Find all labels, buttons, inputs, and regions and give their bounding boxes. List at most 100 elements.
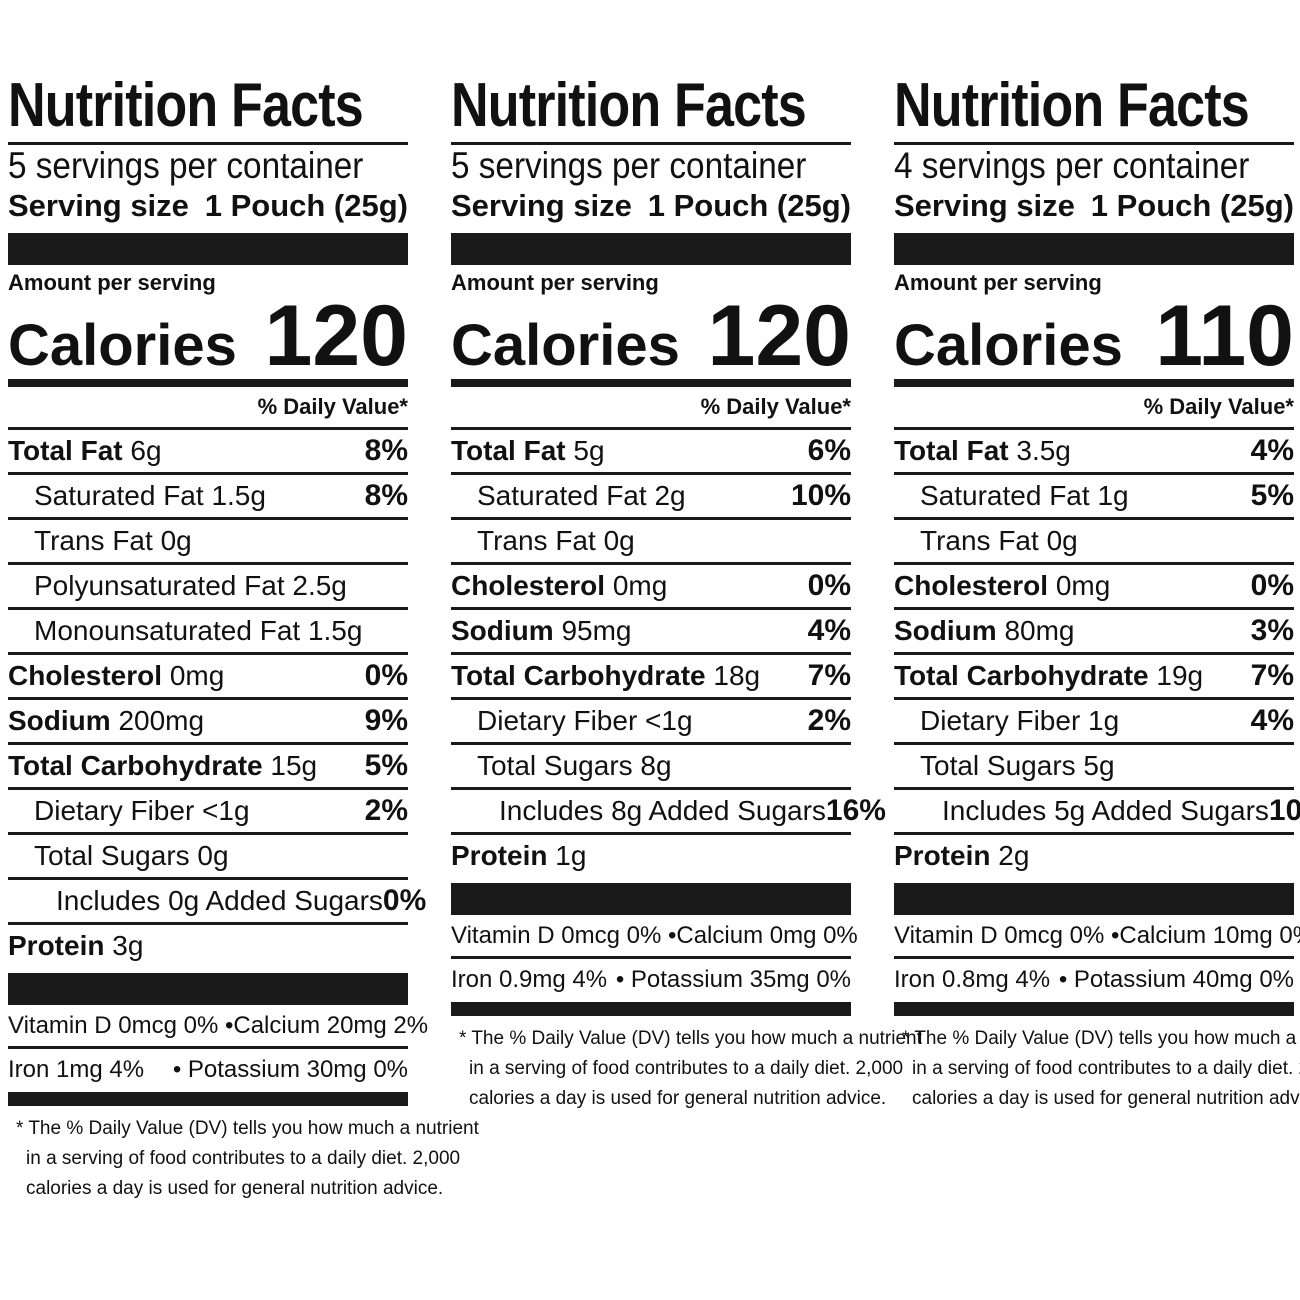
nutrient-label: Total Fat 5g [451, 435, 605, 467]
nutrient-label: Includes 5g Added Sugars [894, 795, 1269, 827]
nutrient-label: Protein 3g [8, 930, 143, 962]
nutrient-amount: 0mg [169, 660, 225, 691]
nutrient-label: Total Fat 6g [8, 435, 162, 467]
vitamin-right: • Potassium 35mg 0% [615, 965, 851, 993]
amount-per-serving: Amount per serving [894, 270, 1102, 295]
nutrient-name: Includes 8g Added Sugars [499, 795, 826, 826]
nutrient-label: Total Sugars 5g [894, 750, 1115, 782]
nutrient-amount: 0g [197, 840, 229, 871]
nutrient-amount: 0g [603, 525, 635, 556]
footnote-line: * The % Daily Value (DV) tells you how m… [16, 1118, 479, 1139]
nutrient-amount: <1g [645, 705, 693, 736]
nutrient-amount: 1g [1097, 480, 1129, 511]
thick-bar [451, 883, 851, 915]
nutrient-daily-value: 0% [364, 659, 408, 692]
calories-row: Calories 120 [8, 288, 409, 384]
thick-bar [451, 233, 851, 265]
nutrient-name: Monounsaturated Fat [34, 615, 301, 646]
vitamin-left: Vitamin D 0mcg 0% • [894, 921, 1120, 949]
nutrient-label: Trans Fat 0g [451, 525, 635, 557]
serving-size-row: Serving size 1 Pouch (25g) [451, 187, 851, 227]
nutrition-facts-label: Nutrition Facts 5 servings per container S… [451, 70, 922, 1114]
amount-per-serving: Amount per serving [451, 270, 659, 295]
footnote-line: in a serving of food contributes to a da… [469, 1058, 904, 1079]
nutrient-label: Saturated Fat 1g [894, 480, 1129, 512]
nutrient-row: Protein 1g [451, 832, 851, 877]
nutrient-name: Saturated Fat [477, 480, 647, 511]
serving-size-label: Serving size [451, 188, 632, 223]
nutrient-row: Polyunsaturated Fat 2.5g [8, 562, 408, 607]
nutrient-label: Monounsaturated Fat 1.5g [8, 615, 362, 647]
bottom-bar [894, 1002, 1294, 1016]
nutrient-name: Dietary Fiber [920, 705, 1081, 736]
nutrient-label: Cholesterol 0mg [894, 570, 1110, 602]
vitamin-right: • Potassium 30mg 0% [172, 1055, 408, 1083]
nutrient-row: Total Sugars 0g [8, 832, 408, 877]
nutrient-daily-value: 6% [807, 434, 851, 467]
nutrient-label: Dietary Fiber 1g [894, 705, 1119, 737]
serving-size-value: 1 Pouch (25g) [647, 188, 851, 223]
nutrient-name: Protein [8, 930, 105, 961]
footnote-line: calories a day is used for general nutri… [469, 1088, 887, 1109]
daily-value-header: % Daily Value* [1143, 394, 1294, 419]
vitamin-left: Vitamin D 0mcg 0% • [451, 921, 677, 949]
nutrient-row: Protein 3g [8, 922, 408, 967]
nutrient-amount: 2g [998, 840, 1030, 871]
nutrient-row: Sodium 95mg 4% [451, 607, 851, 652]
nutrient-amount: 3g [112, 930, 144, 961]
nutrient-daily-value: 5% [1250, 479, 1294, 512]
nutrient-amount: 80mg [1004, 615, 1075, 646]
nutrient-amount: 1g [1088, 705, 1120, 736]
nutrient-amount: 0g [1046, 525, 1078, 556]
nutrient-daily-value: 8% [364, 434, 408, 467]
footnote-line: * The % Daily Value (DV) tells you how m… [459, 1028, 922, 1049]
servings-per-container: 5 servings per container [451, 145, 807, 186]
nutrient-row: Dietary Fiber <1g 2% [8, 787, 408, 832]
nutrient-label: Total Fat 3.5g [894, 435, 1071, 467]
footnote-line: calories a day is used for general nutri… [26, 1178, 444, 1199]
nutrient-name: Includes 5g Added Sugars [942, 795, 1269, 826]
serving-size-row: Serving size 1 Pouch (25g) [894, 187, 1294, 227]
nutrient-name: Trans Fat [920, 525, 1039, 556]
nutrient-amount: 1.5g [211, 480, 266, 511]
nutrient-name: Total Fat [451, 435, 566, 466]
calories-row: Calories 110 [894, 293, 1294, 379]
calories-value: 120 [264, 288, 409, 384]
nutrient-daily-value: 7% [807, 659, 851, 692]
nutrient-row: Total Sugars 5g [894, 742, 1294, 787]
vitamin-row: Iron 0.8mg 4% • Potassium 40mg 0% [894, 956, 1294, 1000]
nutrient-label: Dietary Fiber <1g [8, 795, 250, 827]
footnote: * The % Daily Value (DV) tells you how m… [451, 1024, 922, 1114]
nutrient-row: Cholesterol 0mg 0% [451, 562, 851, 607]
nutrient-label: Protein 1g [451, 840, 586, 872]
vitamin-row: Iron 1mg 4% • Potassium 30mg 0% [8, 1046, 408, 1090]
thick-bar [8, 233, 408, 265]
nutrient-name: Total Sugars [34, 840, 190, 871]
nutrient-label: Polyunsaturated Fat 2.5g [8, 570, 347, 602]
nutrient-row: Protein 2g [894, 832, 1294, 877]
nutrient-amount: 200mg [118, 705, 205, 736]
daily-value-header: % Daily Value* [700, 394, 851, 419]
footnote-line: in a serving of food contributes to a da… [26, 1148, 461, 1169]
label-title: Nutrition Facts [451, 71, 807, 140]
nutrient-name: Trans Fat [34, 525, 153, 556]
nutrient-name: Dietary Fiber [477, 705, 638, 736]
vitamin-row: Vitamin D 0mcg 0% • Calcium 20mg 2% [8, 1005, 428, 1046]
nutrient-label: Trans Fat 0g [8, 525, 192, 557]
nutrient-row: Dietary Fiber <1g 2% [451, 697, 851, 742]
vitamin-left: Iron 0.9mg 4% [451, 965, 608, 993]
serving-size-value: 1 Pouch (25g) [1090, 188, 1294, 223]
vitamin-left: Vitamin D 0mcg 0% • [8, 1011, 234, 1039]
nutrient-amount: 2.5g [292, 570, 347, 601]
nutrient-row: Cholesterol 0mg 0% [894, 562, 1294, 607]
nutrient-row: Saturated Fat 1g 5% [894, 472, 1294, 517]
nutrient-label: Total Carbohydrate 15g [8, 750, 317, 782]
serving-size-label: Serving size [894, 188, 1075, 223]
calories-label: Calories [451, 313, 680, 378]
nutrient-name: Total Carbohydrate [894, 660, 1149, 691]
nutrient-name: Trans Fat [477, 525, 596, 556]
nutrient-label: Total Sugars 0g [8, 840, 229, 872]
calories-label: Calories [894, 313, 1123, 378]
nutrient-amount: 5g [573, 435, 605, 466]
